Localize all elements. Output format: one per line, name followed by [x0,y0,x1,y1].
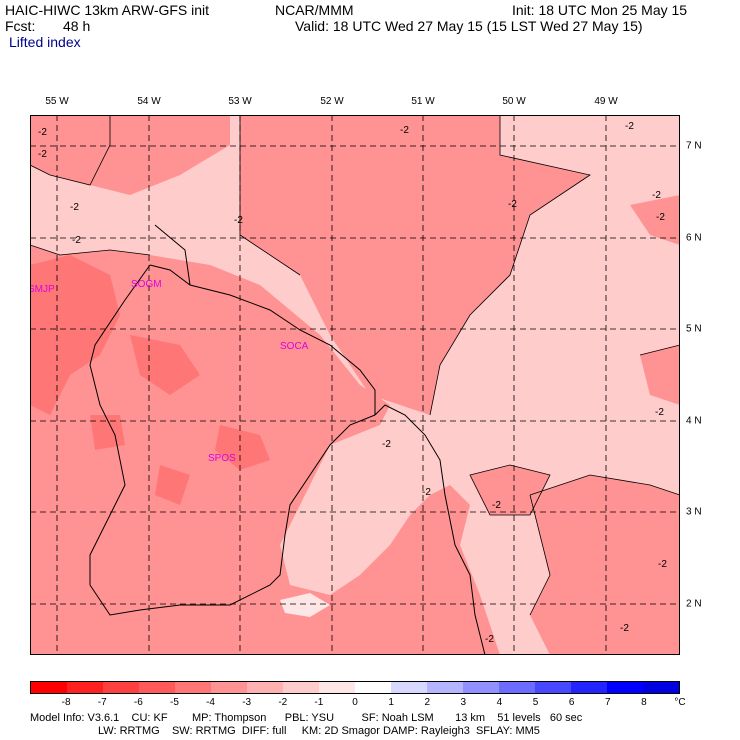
scale-unit: °C [674,697,686,708]
scale-tick: -4 [206,697,215,708]
contour-label: -2 [72,235,81,246]
scale-tick: -8 [61,697,71,708]
contour-label: -2 [492,500,501,511]
lat-label: 5 N [686,323,702,335]
lon-label: 49 W [594,96,618,107]
valid-time: Valid: 18 UTC Wed 27 May 15 (15 LST Wed … [295,18,643,34]
scale-cell [139,682,175,693]
contour-label: -2 [620,623,629,634]
scale-cell [427,682,463,693]
scale-tick: 6 [568,697,575,708]
scale-cell [391,682,427,693]
model-info-line2: LW: RRTMG SW: RRTMG DIFF: full KM: 2D Sm… [98,725,540,737]
scale-tick: -5 [169,697,179,708]
lon-label: 54 W [137,96,161,107]
contour-label: -2 [656,212,665,223]
model-title: HAIC-HIWC 13km ARW-GFS init [5,2,210,18]
scale-cell [211,682,247,693]
scale-tick: 3 [460,697,467,708]
scale-cell [463,682,499,693]
scale-tick: -6 [133,697,143,708]
lon-label: 50 W [502,96,526,107]
contour-label: -2 [70,202,79,213]
scale-cell [247,682,283,693]
contour-label: -2 [382,439,391,450]
lat-label: 4 N [686,415,702,427]
lon-label: 51 W [411,96,435,107]
scale-tick: 0 [352,697,358,708]
contour-label: -2 [38,127,47,138]
scale-tick: 8 [641,697,647,708]
contour-label: -2 [652,190,661,201]
scale-cell [499,682,535,693]
contour-label: -2 [655,407,664,418]
scale-cell [535,682,571,693]
contour-label: -2 [234,215,243,226]
contour-label: -2 [400,125,409,136]
scale-tick: 2 [424,697,430,708]
color-scale [30,681,680,694]
scale-tick: -7 [97,697,107,708]
contour-label: -2 [508,199,517,210]
station-label: SOGM [131,279,162,290]
scale-cell [319,682,355,693]
forecast-label: Fcst: [5,18,36,34]
model-info-line1: Model Info: V3.6.1 CU: KF MP: Thompson P… [30,712,583,724]
lat-label: 7 N [686,140,702,152]
scale-cell [571,682,607,693]
lon-label: 53 W [228,96,252,107]
scale-tick: 1 [388,697,394,708]
lifted-index-map: -2 -2 -2 -2 -2 -2 -2 -2 -2 -2 -2 -2 -2 -… [30,115,680,655]
scale-tick: 4 [496,697,503,708]
lat-label: 2 N [686,598,702,610]
contour-label: -2 [485,634,494,645]
field-name: Lifted index [9,34,81,50]
station-label: SOCA [280,341,309,352]
scale-cell [67,682,103,693]
scale-tick: -2 [278,697,288,708]
station-label: SMJP [30,284,55,295]
lon-label: 52 W [320,96,344,107]
contour-label: -2 [658,559,667,570]
shading-near-zero [280,593,330,617]
scale-tick: -3 [242,697,252,708]
lat-label: 6 N [686,232,702,244]
scale-cell [355,682,391,693]
map-border [30,115,680,655]
scale-tick: 5 [532,697,539,708]
scale-cell [607,682,643,693]
forecast-hour: 48 h [63,18,91,34]
shading-minus4 [30,255,270,505]
latlon-grid [30,115,680,655]
contour-label: -2 [625,121,634,132]
boundaries [89,224,486,655]
scale-cell [103,682,139,693]
contour-label: -2 [38,149,47,160]
scale-tick: 7 [604,697,611,708]
scale-tick: -1 [314,697,324,708]
scale-cell [283,682,319,693]
contour-label: -2 [422,487,431,498]
scale-cell [643,682,679,693]
station-label: SPOS [208,453,236,464]
init-time: Init: 18 UTC Mon 25 May 15 [512,2,688,18]
organization: NCAR/MMM [275,2,354,18]
scale-cell [175,682,211,693]
lon-label: 55 W [45,96,69,107]
lat-label: 3 N [686,506,702,518]
scale-cell [31,682,67,693]
